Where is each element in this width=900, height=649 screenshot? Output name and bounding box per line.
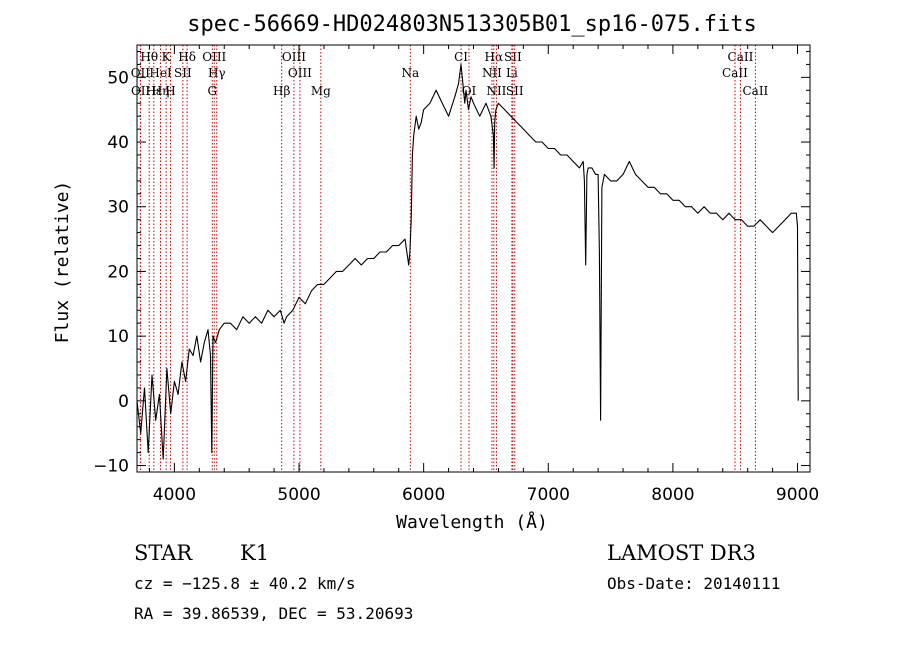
marker-label: OIII — [202, 50, 226, 64]
x-tick-label: 7000 — [527, 485, 570, 505]
marker-label: Hβ — [273, 84, 290, 98]
marker-label: Hθ — [140, 50, 158, 64]
marker-label: Hα — [485, 50, 504, 64]
spectrum-series-line — [136, 63, 799, 460]
marker-label: OII — [131, 84, 151, 98]
marker-label: Mg — [311, 84, 331, 98]
marker-label: OIII — [288, 66, 312, 80]
plot-area — [136, 63, 799, 460]
y-tick-label: 40 — [107, 133, 129, 153]
marker-label: SII — [504, 50, 522, 64]
x-tick-label: 6000 — [402, 485, 445, 505]
x-tick-label: 8000 — [651, 485, 694, 505]
x-axis-label: Wavelength (Å) — [396, 511, 548, 533]
y-axis-label: Flux (relative) — [52, 181, 73, 344]
marker-label: Hδ — [178, 50, 196, 64]
marker-label: CaII — [722, 66, 748, 80]
x-tick-label: 4000 — [153, 485, 196, 505]
marker-label: NII — [486, 84, 506, 98]
marker-label: Hη — [152, 84, 170, 98]
object-subclass: K1 — [240, 541, 269, 565]
x-tick-label: 5000 — [277, 485, 320, 505]
marker-label: Na — [401, 66, 419, 80]
y-axis: −10 0 10 20 30 40 50 — [93, 50, 810, 477]
y-tick-label: −10 — [93, 457, 129, 477]
marker-label: SII — [174, 66, 192, 80]
marker-label: Hε — [145, 84, 162, 98]
marker-label: G — [207, 84, 217, 98]
marker-label: Hγ — [208, 66, 226, 80]
marker-label: H — [165, 84, 175, 98]
redshift-cz: cz = −125.8 ± 40.2 km/s — [134, 574, 356, 593]
y-tick-label: 50 — [107, 68, 129, 88]
marker-label: Li — [506, 66, 518, 80]
marker-label: CI — [454, 50, 468, 64]
coordinates: RA = 39.86539, DEC = 53.20693 — [134, 604, 413, 623]
plot-frame — [136, 44, 811, 473]
y-tick-label: 0 — [118, 392, 129, 412]
survey-name: LAMOST DR3 — [607, 541, 756, 565]
x-tick-label: 9000 — [776, 485, 819, 505]
chart-title: spec-56669-HD024803N513305B01_sp16-075.f… — [187, 12, 757, 37]
y-tick-label: 10 — [107, 327, 129, 347]
marker-label: CaII — [728, 50, 754, 64]
marker-label: K — [162, 50, 172, 64]
object-class: STAR — [134, 541, 193, 565]
obs-date: Obs-Date: 20140111 — [607, 574, 780, 593]
y-tick-label: 30 — [107, 198, 129, 218]
y-tick-label: 20 — [107, 262, 129, 282]
marker-label: OIII — [282, 50, 306, 64]
marker-label: NII — [482, 66, 502, 80]
marker-label: CaII — [742, 84, 768, 98]
x-axis: 4000 5000 6000 7000 8000 9000 — [148, 45, 819, 505]
marker-label: SII — [506, 84, 524, 98]
